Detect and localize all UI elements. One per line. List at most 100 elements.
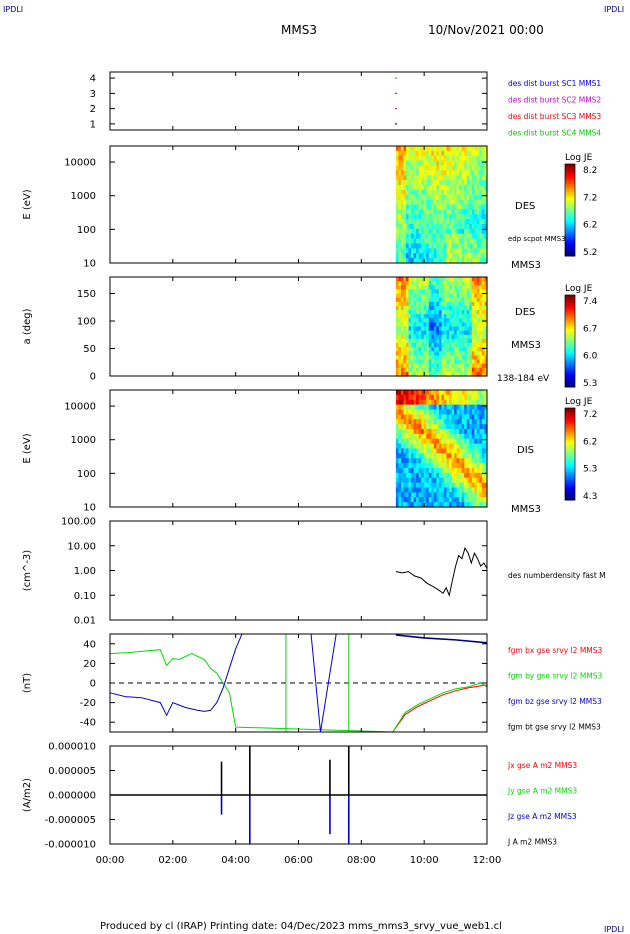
heatmap-cell (466, 472, 470, 479)
heatmap-cell (474, 371, 478, 377)
heatmap-cell (459, 390, 463, 396)
heatmap-cell (449, 318, 453, 323)
heatmap-cell (466, 194, 470, 201)
heatmap-cell (441, 214, 445, 220)
heatmap-cell (400, 351, 405, 356)
heatmap-cell (423, 448, 427, 454)
heatmap-cell (479, 194, 483, 201)
heatmap-cell (416, 363, 420, 369)
heatmap-cell (456, 338, 460, 344)
heatmap-cell (406, 155, 410, 162)
heatmap-cell (433, 233, 437, 240)
heatmap-cell (481, 277, 486, 282)
heatmap-cell (479, 334, 483, 340)
heatmap-cell (403, 497, 407, 503)
heatmap-cell (443, 433, 448, 440)
heatmap-cell (433, 170, 437, 176)
heatmap-cell (421, 165, 425, 171)
heatmap-cell (436, 214, 440, 220)
heatmap-cell (436, 367, 440, 373)
heatmap-cell (398, 359, 402, 365)
heatmap-cell (441, 175, 445, 181)
heatmap-cell (481, 322, 486, 328)
heatmap-cell (408, 310, 412, 315)
heatmap-cell (408, 305, 412, 311)
heatmap-cell (464, 472, 468, 479)
heatmap-cell (479, 326, 483, 332)
y-tick-label: 20 (83, 659, 96, 670)
heatmap-cell (411, 334, 415, 340)
heatmap-cell (456, 399, 460, 406)
heatmap-cell (418, 343, 422, 348)
heatmap-cell (411, 297, 415, 303)
heatmap-cell (459, 224, 463, 230)
heatmap-cell (426, 146, 430, 152)
heatmap-cell (418, 204, 422, 210)
heatmap-cell (449, 165, 453, 171)
heatmap-cell (476, 367, 481, 373)
heatmap-cell (431, 310, 435, 315)
heatmap-cell (433, 448, 437, 454)
heatmap-cell (431, 326, 435, 332)
heatmap-cell (464, 219, 468, 225)
heatmap-cell (423, 165, 427, 171)
heatmap-cell (454, 502, 458, 508)
heatmap-cell (395, 281, 400, 286)
heatmap-cell (398, 448, 402, 454)
heatmap-cell (403, 253, 407, 259)
heatmap-cell (423, 170, 427, 176)
heatmap-cell (400, 477, 405, 484)
heatmap-cell (403, 334, 407, 340)
heatmap-cell (403, 160, 407, 167)
heatmap-cell (395, 180, 400, 186)
y-tick-label: 0.000005 (48, 766, 96, 777)
heatmap-cell (484, 185, 488, 191)
heatmap-cell (406, 492, 410, 498)
heatmap-cell (449, 224, 453, 230)
heatmap-cell (408, 414, 412, 420)
heatmap-cell (446, 248, 450, 254)
heatmap-cell (433, 409, 437, 415)
heatmap-cell (421, 293, 425, 299)
heatmap-cell (406, 482, 410, 489)
heatmap-cell (469, 338, 473, 344)
y-tick-label: 100 (77, 225, 96, 236)
colorbar-cell (565, 432, 575, 435)
colorbar-cell (565, 478, 575, 481)
heatmap-cell (443, 419, 448, 425)
heatmap-cell (423, 194, 427, 201)
heatmap-cell (431, 258, 435, 264)
heatmap-cell (476, 209, 481, 215)
heatmap-cell (398, 165, 402, 171)
heatmap-cell (431, 248, 435, 254)
heatmap-cell (400, 204, 405, 210)
heatmap-cell (479, 371, 483, 377)
heatmap-cell (403, 219, 407, 225)
heatmap-cell (423, 314, 427, 319)
heatmap-cell (459, 371, 463, 377)
heatmap-cell (436, 170, 440, 176)
heatmap-cell (433, 214, 437, 220)
heatmap-cell (413, 409, 417, 415)
heatmap-cell (451, 322, 455, 328)
heatmap-cell (443, 390, 448, 396)
heatmap-cell (423, 228, 427, 235)
colorbar-cell (565, 186, 575, 189)
corner-label-top-right: IPDLI (604, 5, 624, 14)
heatmap-cell (411, 338, 415, 344)
heatmap-cell (454, 253, 458, 259)
heatmap-cell (454, 468, 458, 474)
heatmap-cell (416, 228, 420, 235)
colorbar-cell (565, 373, 575, 376)
y-tick-label: 10000 (64, 402, 96, 413)
heatmap-cell (406, 175, 410, 181)
heatmap-cell (416, 160, 420, 167)
heatmap-cell (418, 238, 422, 245)
heatmap-cell (446, 189, 450, 196)
heatmap-cell (433, 497, 437, 503)
heatmap-cell (456, 248, 460, 254)
heatmap-cell (464, 414, 468, 420)
heatmap-cell (428, 371, 432, 377)
heatmap-cell (406, 238, 410, 245)
colorbar-cell (565, 192, 575, 195)
